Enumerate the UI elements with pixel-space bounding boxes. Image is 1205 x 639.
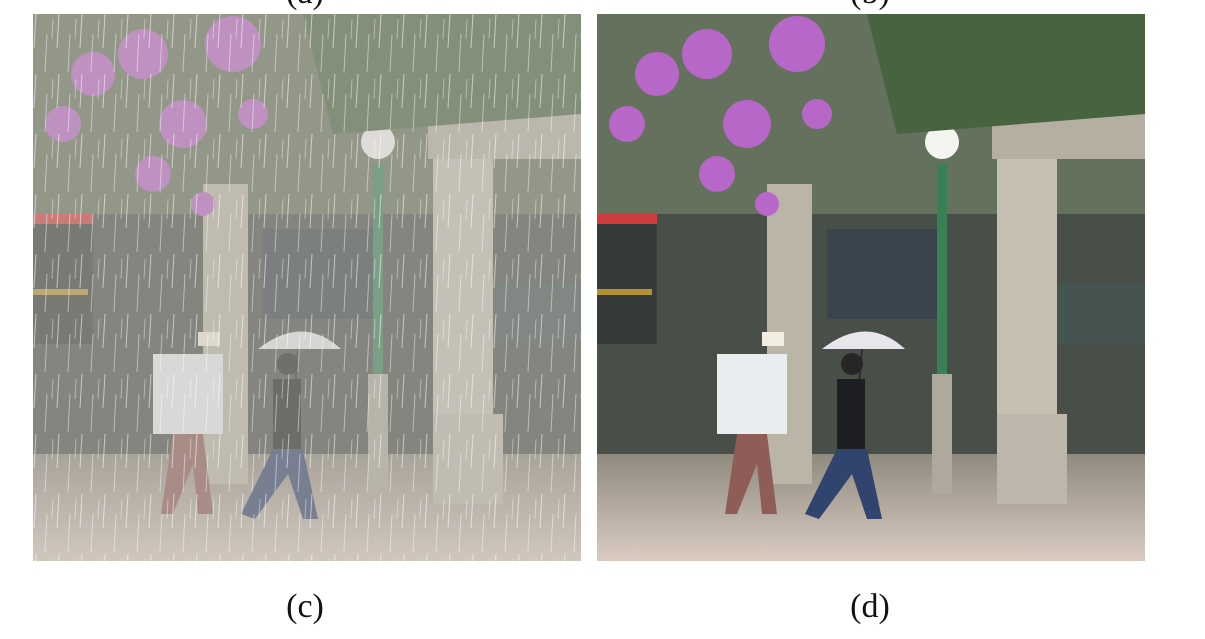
rainy-image: [33, 14, 581, 561]
panel-label: (b): [850, 0, 890, 12]
derained-image: [597, 14, 1145, 561]
panel-label: (d): [850, 588, 890, 625]
panel-label: (a): [286, 0, 324, 12]
panel-label: (c): [286, 588, 324, 625]
